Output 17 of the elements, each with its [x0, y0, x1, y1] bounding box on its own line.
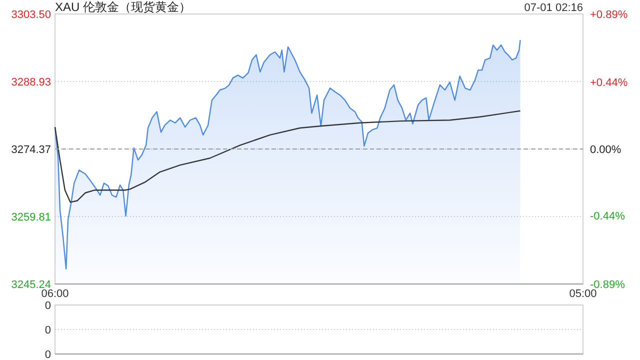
chart-title: XAU 伦敦金（现货黄金） [55, 0, 192, 14]
text: 07-01 02:16 [524, 2, 583, 14]
text: 0 [44, 300, 51, 312]
y2-tick-label: -0.44% [590, 210, 626, 223]
y-tick-label: 3303.50 [11, 8, 51, 21]
y2-tick-label: +0.89% [590, 8, 628, 21]
y-tick-label: 3274.37 [11, 144, 51, 156]
x-tick-label: 06:00 [41, 288, 69, 300]
y2-tick-label: +0.44% [590, 77, 628, 90]
text: 0 [44, 324, 51, 336]
y-tick-label: 3259.81 [11, 211, 51, 224]
y-tick-label: 3288.93 [11, 76, 51, 88]
y2-tick-label: -0.89% [590, 278, 626, 291]
x-tick-label: 05:00 [569, 288, 597, 300]
y2-tick-label: 0.00% [590, 144, 622, 156]
y-tick-label: 3245.24 [11, 278, 51, 291]
text: 0 [44, 348, 51, 360]
